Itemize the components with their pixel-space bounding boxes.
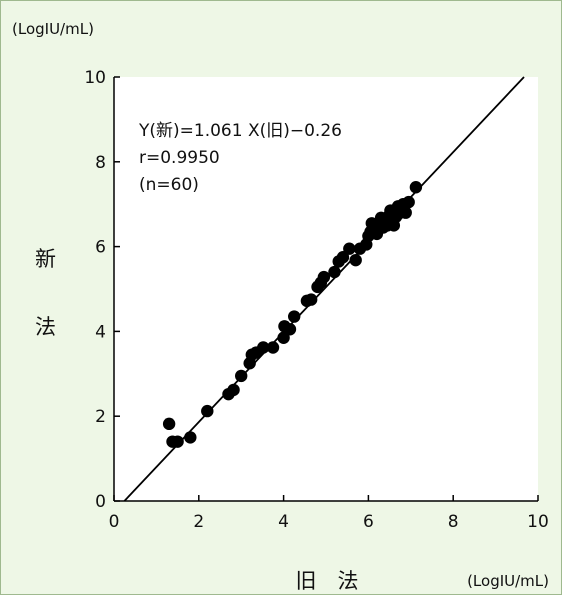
data-points <box>162 181 423 448</box>
data-point <box>349 253 362 267</box>
data-point <box>304 293 318 306</box>
regression-line <box>123 76 525 502</box>
y-tick-label: 6 <box>95 238 106 258</box>
y-tick-label: 4 <box>95 322 106 342</box>
regression-equation: Y(新)=1.061 X(旧)−0.26 <box>138 121 342 141</box>
data-point <box>201 404 214 418</box>
x-tick-label: 2 <box>193 512 204 532</box>
data-point <box>277 331 290 344</box>
x-tick-label: 6 <box>363 512 374 532</box>
data-point <box>328 265 341 279</box>
data-point <box>409 181 423 194</box>
ticks <box>113 76 539 502</box>
plot-area: 0 2 4 6 8 10 0 2 4 6 8 10 Y(新)=1.061 X(旧)−0.26 r=0.… <box>84 68 548 532</box>
data-point <box>336 251 350 264</box>
x-unit-label: (LogIU/mL) <box>467 572 549 590</box>
data-point <box>399 206 412 219</box>
y-axis-title-top: 新 <box>35 247 56 271</box>
x-axis-title: 旧 法 <box>296 569 359 593</box>
data-point <box>317 270 331 284</box>
data-point <box>171 435 184 448</box>
plot-background <box>114 77 538 501</box>
data-point <box>227 383 240 397</box>
y-tick-label: 2 <box>95 407 106 427</box>
data-point <box>266 341 280 354</box>
y-axis-title-bottom: 法 <box>35 315 56 339</box>
sample-size-label: (n=60) <box>139 175 199 195</box>
data-point <box>162 417 176 431</box>
y-tick-label: 0 <box>95 492 106 512</box>
data-point <box>343 242 356 255</box>
data-point <box>235 369 248 383</box>
data-point <box>288 310 301 323</box>
x-tick-label: 10 <box>527 512 549 532</box>
y-unit-label: (LogIU/mL) <box>12 20 94 38</box>
y-tick-label: 10 <box>84 68 106 88</box>
x-tick-label: 8 <box>448 512 459 532</box>
correlation-label: r=0.9950 <box>139 148 220 168</box>
data-point <box>283 323 297 336</box>
tick-labels: 0 2 4 6 8 10 0 2 4 6 8 10 <box>84 68 548 532</box>
data-point <box>402 195 415 209</box>
x-tick-label: 4 <box>278 512 289 532</box>
data-point <box>257 341 270 354</box>
axes <box>113 77 538 502</box>
data-point <box>184 431 197 444</box>
y-tick-label: 8 <box>95 153 106 173</box>
x-tick-label: 0 <box>109 512 120 532</box>
